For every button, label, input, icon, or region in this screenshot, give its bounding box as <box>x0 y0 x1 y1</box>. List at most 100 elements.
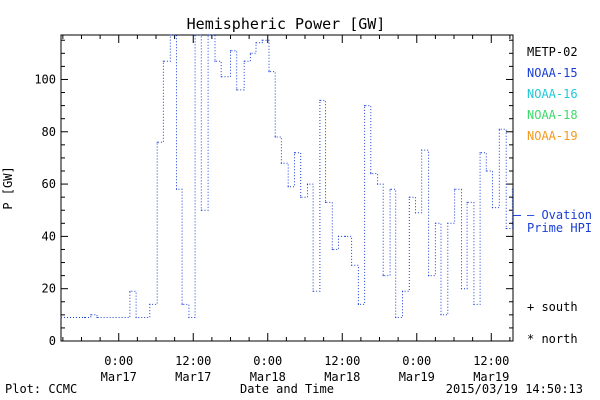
x-tick-date: Mar19 <box>473 370 509 384</box>
data-point <box>447 222 449 224</box>
data-point <box>511 188 513 190</box>
data-point <box>331 248 333 251</box>
data-point <box>364 105 366 107</box>
data-point <box>188 316 190 319</box>
data-point <box>255 42 257 44</box>
x-tick-time: 12:00 <box>473 354 509 368</box>
data-point <box>324 201 327 203</box>
data-point <box>401 290 404 292</box>
data-point <box>287 186 289 188</box>
legend-entry: NOAA-18 <box>527 108 578 122</box>
data-point <box>479 152 481 154</box>
data-point <box>421 149 423 151</box>
data-point <box>156 141 158 143</box>
footer-left: Plot: CCMC <box>5 382 77 396</box>
data-point <box>84 316 86 319</box>
data-point <box>454 188 456 190</box>
y-tick-label: 100 <box>34 72 56 86</box>
data-point <box>351 264 353 266</box>
data-point <box>135 316 137 319</box>
x-tick-date: Mar18 <box>250 370 286 384</box>
x-tick-date: Mar17 <box>175 370 211 384</box>
data-point <box>181 303 183 305</box>
data-point <box>505 227 507 230</box>
data-point <box>90 314 92 316</box>
data-point <box>214 60 216 62</box>
data-point <box>414 212 417 214</box>
data-point <box>268 71 270 73</box>
data-point <box>389 188 391 190</box>
legend-entry: NOAA-16 <box>527 87 578 101</box>
data-point <box>236 89 238 91</box>
x-tick-time: 0:00 <box>402 354 431 368</box>
data-point <box>194 34 196 36</box>
y-tick-label: 80 <box>42 125 56 139</box>
data-point <box>485 170 487 172</box>
data-point <box>229 50 232 52</box>
data-point <box>377 183 379 185</box>
data-point <box>162 60 164 62</box>
y-tick-label: 40 <box>42 229 56 243</box>
data-point <box>249 52 251 54</box>
x-tick-date: Mar18 <box>324 370 360 384</box>
legend-entry: NOAA-19 <box>527 129 578 143</box>
y-tick-label: 0 <box>49 334 56 348</box>
data-point <box>498 128 500 130</box>
data-point <box>434 222 436 224</box>
data-point <box>129 290 131 292</box>
footer-right: 2015/03/19 14:50:13 <box>446 382 583 396</box>
data-point <box>382 275 384 277</box>
x-tick-time: 0:00 <box>253 354 282 368</box>
x-tick-time: 12:00 <box>175 354 211 368</box>
data-point <box>357 303 359 305</box>
y-axis-label: P [GW] <box>1 166 15 209</box>
data-point <box>243 60 245 62</box>
data-point <box>466 201 468 203</box>
legend: METP-02 NOAA-15 NOAA-16 NOAA-18 NOAA-19 <box>527 45 578 143</box>
data-point <box>473 303 475 305</box>
data-point <box>408 196 410 198</box>
data-point <box>200 209 202 211</box>
data-point <box>300 196 302 198</box>
data-point <box>428 275 430 277</box>
data-point <box>460 288 463 290</box>
data-point <box>169 34 171 36</box>
data-point <box>319 99 321 101</box>
x-axis-label: Date and Time <box>240 382 334 396</box>
series-layer <box>60 34 513 319</box>
y-tick-label: 20 <box>42 282 56 296</box>
data-point <box>261 39 263 41</box>
data-point <box>344 235 346 237</box>
data-point <box>306 183 309 185</box>
x-tick-date: Mar17 <box>101 370 137 384</box>
plot-frame <box>60 34 514 342</box>
data-point <box>395 316 397 319</box>
series-line <box>61 34 513 318</box>
data-point <box>293 152 296 154</box>
x-tick-time: 0:00 <box>104 354 133 368</box>
data-point <box>60 316 62 319</box>
ovation-label: — Ovation <box>527 208 592 222</box>
data-point <box>491 207 494 209</box>
y-axis-ticks: 0 20 40 60 80 100 <box>34 39 513 348</box>
chart-title: Hemispheric Power [GW] <box>187 15 386 33</box>
ovation-label-2: Prime HPI <box>527 221 592 235</box>
data-point <box>175 188 178 190</box>
legend-entry: NOAA-15 <box>527 66 578 80</box>
data-point <box>207 34 209 36</box>
data-point <box>96 316 98 319</box>
data-point <box>220 76 222 78</box>
data-point <box>274 136 276 138</box>
north-marker-label: * north <box>527 332 578 346</box>
legend-entry: METP-02 <box>527 45 578 59</box>
south-marker-label: + south <box>527 300 578 314</box>
data-point <box>337 235 340 237</box>
y-tick-label: 60 <box>42 177 56 191</box>
data-point <box>149 303 151 305</box>
ovation-annotation: — Ovation Prime HPI <box>513 208 592 235</box>
x-axis-ticks: 0:00 Mar17 12:00 Mar17 0:00 Mar18 12:00 Mar18 0:… <box>62 35 511 384</box>
data-point <box>370 173 372 175</box>
x-tick-date: Mar19 <box>399 370 435 384</box>
data-point <box>280 162 282 164</box>
